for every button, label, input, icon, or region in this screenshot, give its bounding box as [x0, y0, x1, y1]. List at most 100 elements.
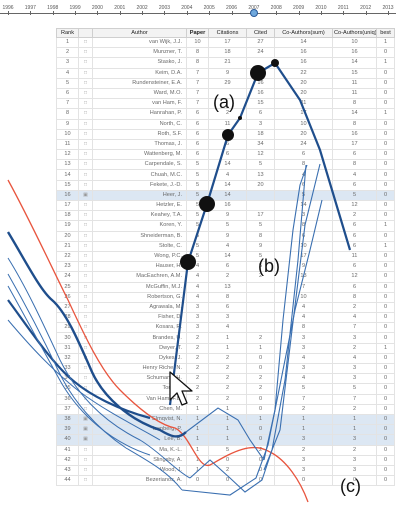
- checkbox-icon[interactable]: □: [78, 149, 93, 161]
- table-row[interactable]: 14 □ Chuah, M.C. 5 4 13 4 4 0: [56, 169, 395, 181]
- checkbox-icon[interactable]: □: [78, 199, 93, 212]
- table-row[interactable]: 27 □ Agrawala, M. 3 6 4 2 0: [56, 301, 395, 314]
- checkbox-icon[interactable]: □: [78, 36, 93, 49]
- checkbox-icon[interactable]: □: [78, 281, 93, 293]
- table-row[interactable]: 24 □ MacEachren, A.M. 4 2 2 13 12 0: [56, 271, 395, 283]
- table-row[interactable]: 15 □ Fekete, J.-D. 5 14 20 6 6 0: [56, 179, 395, 191]
- table-row[interactable]: 3 □ Stasko, J. 8 21 16 14 1: [56, 57, 395, 69]
- timeline-year-2006[interactable]: 2006: [225, 5, 238, 11]
- timeline-year-2003[interactable]: 2003: [158, 5, 171, 11]
- timeline-year-2010[interactable]: 2010: [315, 5, 327, 11]
- table-row[interactable]: 13 □ Carpendale, S. 5 14 5 8 8 0: [56, 159, 395, 171]
- timeline-year-1996[interactable]: 1996: [2, 5, 14, 11]
- checkbox-icon[interactable]: □: [78, 322, 93, 334]
- table-row[interactable]: 33 □ Henry Riche, N. 2 2 0 3 3 0: [56, 362, 395, 375]
- checkbox-icon[interactable]: □: [78, 403, 93, 415]
- table-row[interactable]: 2 □ Munzner, T. 8 18 24 16 16 0: [56, 47, 395, 59]
- timeline-year-2013[interactable]: 2013: [382, 5, 394, 11]
- timeline-year-2000[interactable]: 2000: [91, 5, 103, 11]
- checkbox-icon[interactable]: □: [78, 67, 93, 79]
- header-coauthors-uniq[interactable]: Co-Authors(uniq): [332, 28, 377, 38]
- timeline-year-2004[interactable]: 2004: [181, 5, 193, 11]
- checkbox-icon[interactable]: □: [78, 47, 93, 59]
- timeline-year-2012[interactable]: 2012: [360, 5, 372, 11]
- table-row[interactable]: 12 □ Wattenberg, M. 6 6 12 6 6 0: [56, 149, 395, 161]
- checkbox-icon[interactable]: □: [78, 342, 93, 354]
- table-row[interactable]: 41 □ Ma, K.-L. 1 5 2 2 2 0: [56, 444, 395, 456]
- table-row[interactable]: 20 □ Shneiderman, B. 5 9 8 6 6 0: [56, 230, 395, 242]
- checkbox-icon[interactable]: □: [78, 57, 93, 69]
- table-row[interactable]: 10 □ Roth, S.F. 6 5 18 20 16 0: [56, 128, 395, 140]
- header-citations[interactable]: Citations: [208, 28, 247, 38]
- table-row[interactable]: 16 ▣ Heer, J. 5 14 5 5 0: [56, 189, 395, 202]
- checkbox-icon[interactable]: □: [78, 128, 93, 140]
- checkbox-icon[interactable]: □: [78, 444, 93, 456]
- header-cited[interactable]: Cited: [246, 28, 275, 38]
- table-row[interactable]: 36 □ Van Ham, F.B. 2 2 0 7 7 0: [56, 393, 395, 405]
- timeline-year-2008[interactable]: 2008: [270, 5, 282, 11]
- checkbox-icon[interactable]: □: [78, 250, 93, 263]
- checkbox-icon[interactable]: □: [78, 138, 93, 151]
- header-best[interactable]: best: [376, 28, 395, 38]
- checkbox-icon[interactable]: □: [78, 108, 93, 120]
- checkbox-icon[interactable]: □: [78, 220, 93, 232]
- checkbox-icon[interactable]: ▣: [78, 189, 93, 202]
- checkbox-icon[interactable]: □: [78, 373, 93, 385]
- table-row[interactable]: 38 ▣ Elmqvist, N. 1 1 1 1 1 0: [56, 413, 395, 426]
- timeline-year-2002[interactable]: 2002: [136, 5, 148, 11]
- checkbox-icon[interactable]: □: [78, 393, 93, 405]
- checkbox-icon[interactable]: □: [78, 454, 93, 466]
- checkbox-icon[interactable]: □: [78, 464, 93, 477]
- table-row[interactable]: 11 □ Thomas, J. 6 6 34 24 17 0: [56, 138, 395, 151]
- table-row[interactable]: 23 □ Hauser, H. 4 6 5 9 6 0: [56, 261, 395, 273]
- table-row[interactable]: 39 ▣ Isenberg, P. 1 1 0 1 1 0: [56, 424, 395, 436]
- timeline-year-1998[interactable]: 1998: [47, 5, 59, 11]
- table-row[interactable]: 31 □ Dwyer, T. 2 1 1 3 2 1: [56, 342, 395, 354]
- checkbox-icon[interactable]: □: [78, 240, 93, 252]
- table-row[interactable]: 9 □ North, C. 6 11 3 10 8 0: [56, 118, 395, 130]
- table-row[interactable]: 44 □ Bezerianos, A. 0 0 0 0 0 0: [56, 475, 395, 487]
- checkbox-icon[interactable]: □: [78, 98, 93, 110]
- checkbox-icon[interactable]: □: [78, 362, 93, 375]
- timeline-year-2011[interactable]: 2011: [337, 5, 349, 11]
- header-author[interactable]: Author: [92, 28, 187, 38]
- table-row[interactable]: 21 □ Stolte, C. 5 4 9 10 6 1: [56, 240, 395, 252]
- table-row[interactable]: 42 □ Slingsby, A. 1 0 0 3 3 0: [56, 454, 395, 466]
- header-rank[interactable]: Rank: [56, 28, 79, 38]
- checkbox-icon[interactable]: □: [78, 271, 93, 283]
- checkbox-icon[interactable]: □: [78, 301, 93, 314]
- table-row[interactable]: 6 □ Ward, M.O. 7 16 20 11 0: [56, 87, 395, 100]
- checkbox-icon[interactable]: □: [78, 261, 93, 273]
- table-row[interactable]: 29 □ Kosara, R. 3 4 8 7 0: [56, 322, 395, 334]
- table-row[interactable]: 30 □ Brandes, U. 2 1 2 3 3 0: [56, 332, 395, 344]
- table-row[interactable]: 32 □ Dykes, J. 2 2 0 4 4 0: [56, 352, 395, 365]
- checkbox-icon[interactable]: □: [78, 312, 93, 324]
- table-row[interactable]: 22 □ Wong, P.C. 5 14 5 17 11 0: [56, 250, 395, 263]
- checkbox-icon[interactable]: □: [78, 77, 93, 89]
- table-row[interactable]: 19 □ Koren, Y. 5 5 5 8 6 1: [56, 220, 395, 232]
- table-row[interactable]: 7 □ van Ham, F. 7 15 11 8 0: [56, 98, 395, 110]
- checkbox-icon[interactable]: □: [78, 475, 93, 487]
- checkbox-icon[interactable]: □: [78, 210, 93, 222]
- timeline-year-1997[interactable]: 1997: [24, 5, 36, 11]
- table-row[interactable]: 37 □ Chen, M. 1 1 0 2 2 0: [56, 403, 395, 415]
- checkbox-icon[interactable]: □: [78, 332, 93, 344]
- checkbox-icon[interactable]: ▣: [78, 413, 93, 426]
- timeline-year-2009[interactable]: 2009: [293, 5, 305, 11]
- table-row[interactable]: 5 □ Rundensteiner, E.A. 7 29 16 20 11 0: [56, 77, 395, 89]
- table-row[interactable]: 25 □ McGuffin, M.J. 4 13 7 6 0: [56, 281, 395, 293]
- table-row[interactable]: 17 □ Hetzler, E. 5 16 14 12 0: [56, 199, 395, 212]
- slider-handle-icon[interactable]: [249, 9, 258, 17]
- table-row[interactable]: 40 ▣ Lee, B. 1 1 0 3 3 0: [56, 434, 395, 446]
- table-row[interactable]: 1 □ van Wijk, J.J. 10 17 27 14 10 1: [56, 36, 395, 49]
- checkbox-icon[interactable]: □: [78, 179, 93, 191]
- table-row[interactable]: 43 □ Wood, J. 1 2 0 3 3 0: [56, 464, 395, 477]
- checkbox-icon[interactable]: □: [78, 159, 93, 171]
- timeline-year-2005[interactable]: 2005: [203, 5, 215, 11]
- table-row[interactable]: 4 □ Keim, D.A. 7 9 22 15 0: [56, 67, 395, 79]
- checkbox-icon[interactable]: ▣: [78, 424, 93, 436]
- checkbox-icon[interactable]: ▣: [78, 434, 93, 446]
- checkbox-icon[interactable]: □: [78, 352, 93, 365]
- timeline-year-1999[interactable]: 1999: [69, 5, 81, 11]
- timeline-year-2007[interactable]: 2007: [248, 5, 260, 11]
